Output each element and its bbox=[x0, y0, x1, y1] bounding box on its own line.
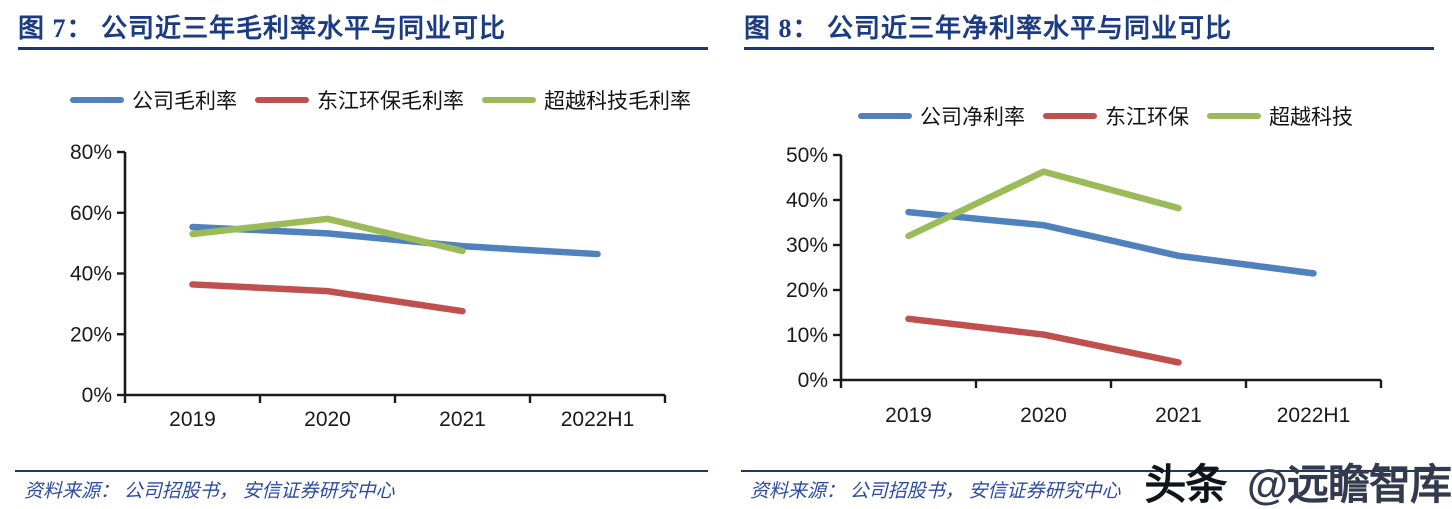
legend-label: 东江环保毛利率 bbox=[317, 89, 464, 113]
y-tick-label: 20% bbox=[786, 279, 828, 302]
legend-item-dongjiang-gross-margin: 东江环保毛利率 bbox=[255, 85, 464, 115]
legend-label: 超越科技 bbox=[1269, 105, 1353, 129]
y-tick-label: 40% bbox=[70, 263, 112, 286]
figure7-source-rule bbox=[15, 470, 708, 472]
x-tick-label: 2021 bbox=[439, 408, 486, 431]
legend-label: 超越科技毛利率 bbox=[544, 89, 691, 113]
legend-swatch-blue bbox=[858, 113, 912, 119]
figure8-source-rule bbox=[741, 470, 1434, 472]
figure7-title: 图 7： 公司近三年毛利率水平与同业可比 bbox=[18, 14, 507, 43]
legend-swatch-blue bbox=[70, 97, 124, 103]
y-tick-label: 30% bbox=[786, 234, 828, 257]
legend-label: 东江环保 bbox=[1105, 105, 1189, 129]
y-tick-label: 50% bbox=[786, 144, 828, 167]
watermark-brand: 头条 bbox=[1144, 461, 1227, 508]
series-line-公司毛利率 bbox=[189, 223, 601, 258]
figure7-legend: 公司毛利率 东江环保毛利率 超越科技毛利率 bbox=[70, 85, 691, 115]
x-tick-label: 2019 bbox=[885, 404, 932, 427]
x-tick-label: 2019 bbox=[169, 408, 216, 431]
series-line-超越科技毛利率 bbox=[189, 215, 466, 255]
y-tick-label: 20% bbox=[70, 323, 112, 346]
x-tick-label: 2022H1 bbox=[1277, 404, 1351, 427]
legend-item-company-net-margin: 公司净利率 bbox=[858, 101, 1025, 131]
legend-item-dongjiang: 东江环保 bbox=[1043, 101, 1189, 131]
y-tick-label: 40% bbox=[786, 189, 828, 212]
series-line-东江环保 bbox=[905, 315, 1182, 366]
figure8-line-chart: 0% 10% 20% 30% 40% 50% 2019 2020 2021 2022H1 bbox=[786, 144, 1383, 427]
series-line-超越科技 bbox=[905, 168, 1182, 240]
legend-swatch-green bbox=[1207, 113, 1261, 119]
legend-item-company-gross-margin: 公司毛利率 bbox=[70, 85, 237, 115]
y-tick-label: 80% bbox=[70, 141, 112, 164]
figure8-title-rule bbox=[744, 47, 1434, 50]
figure7-title-rule bbox=[18, 47, 708, 50]
figure8-title: 图 8： 公司近三年净利率水平与同业可比 bbox=[744, 14, 1233, 43]
y-tick-label: 60% bbox=[70, 202, 112, 225]
watermark-handle: @远瞻智库 bbox=[1247, 461, 1452, 508]
legend-label: 公司净利率 bbox=[920, 105, 1025, 129]
x-tick-label: 2022H1 bbox=[561, 408, 635, 431]
legend-swatch-red bbox=[255, 97, 309, 103]
figure8-source: 资料来源： 公司招股书， 安信证券研究中心 bbox=[750, 481, 1121, 502]
y-tick-label: 0% bbox=[798, 369, 828, 392]
series-line-公司净利率 bbox=[905, 208, 1317, 277]
legend-item-chaoyue: 超越科技 bbox=[1207, 101, 1353, 131]
figure8-legend: 公司净利率 东江环保 超越科技 bbox=[858, 101, 1353, 131]
legend-label: 公司毛利率 bbox=[132, 89, 237, 113]
legend-item-chaoyue-gross-margin: 超越科技毛利率 bbox=[482, 85, 691, 115]
y-tick-label: 10% bbox=[786, 324, 828, 347]
x-tick-label: 2020 bbox=[304, 408, 351, 431]
x-tick-label: 2020 bbox=[1020, 404, 1067, 427]
figure7-line-chart: 0% 20% 40% 60% 80% 2019 2020 2021 2022H1 bbox=[70, 141, 667, 431]
x-tick-label: 2021 bbox=[1155, 404, 1202, 427]
series-line-东江环保毛利率 bbox=[189, 281, 466, 315]
legend-swatch-green bbox=[482, 97, 536, 103]
toutiao-watermark: 头条 @远瞻智库 bbox=[1144, 451, 1452, 509]
figure7-panel: 图 7： 公司近三年毛利率水平与同业可比 公司毛利率 东江环保毛利率 超越科技毛… bbox=[15, 14, 708, 502]
legend-swatch-red bbox=[1043, 113, 1097, 119]
figure7-source: 资料来源： 公司招股书， 安信证券研究中心 bbox=[24, 481, 395, 502]
y-tick-label: 0% bbox=[82, 384, 112, 407]
figure8-panel: 图 8： 公司近三年净利率水平与同业可比 公司净利率 东江环保 超越科技 0% 1… bbox=[726, 0, 1452, 509]
